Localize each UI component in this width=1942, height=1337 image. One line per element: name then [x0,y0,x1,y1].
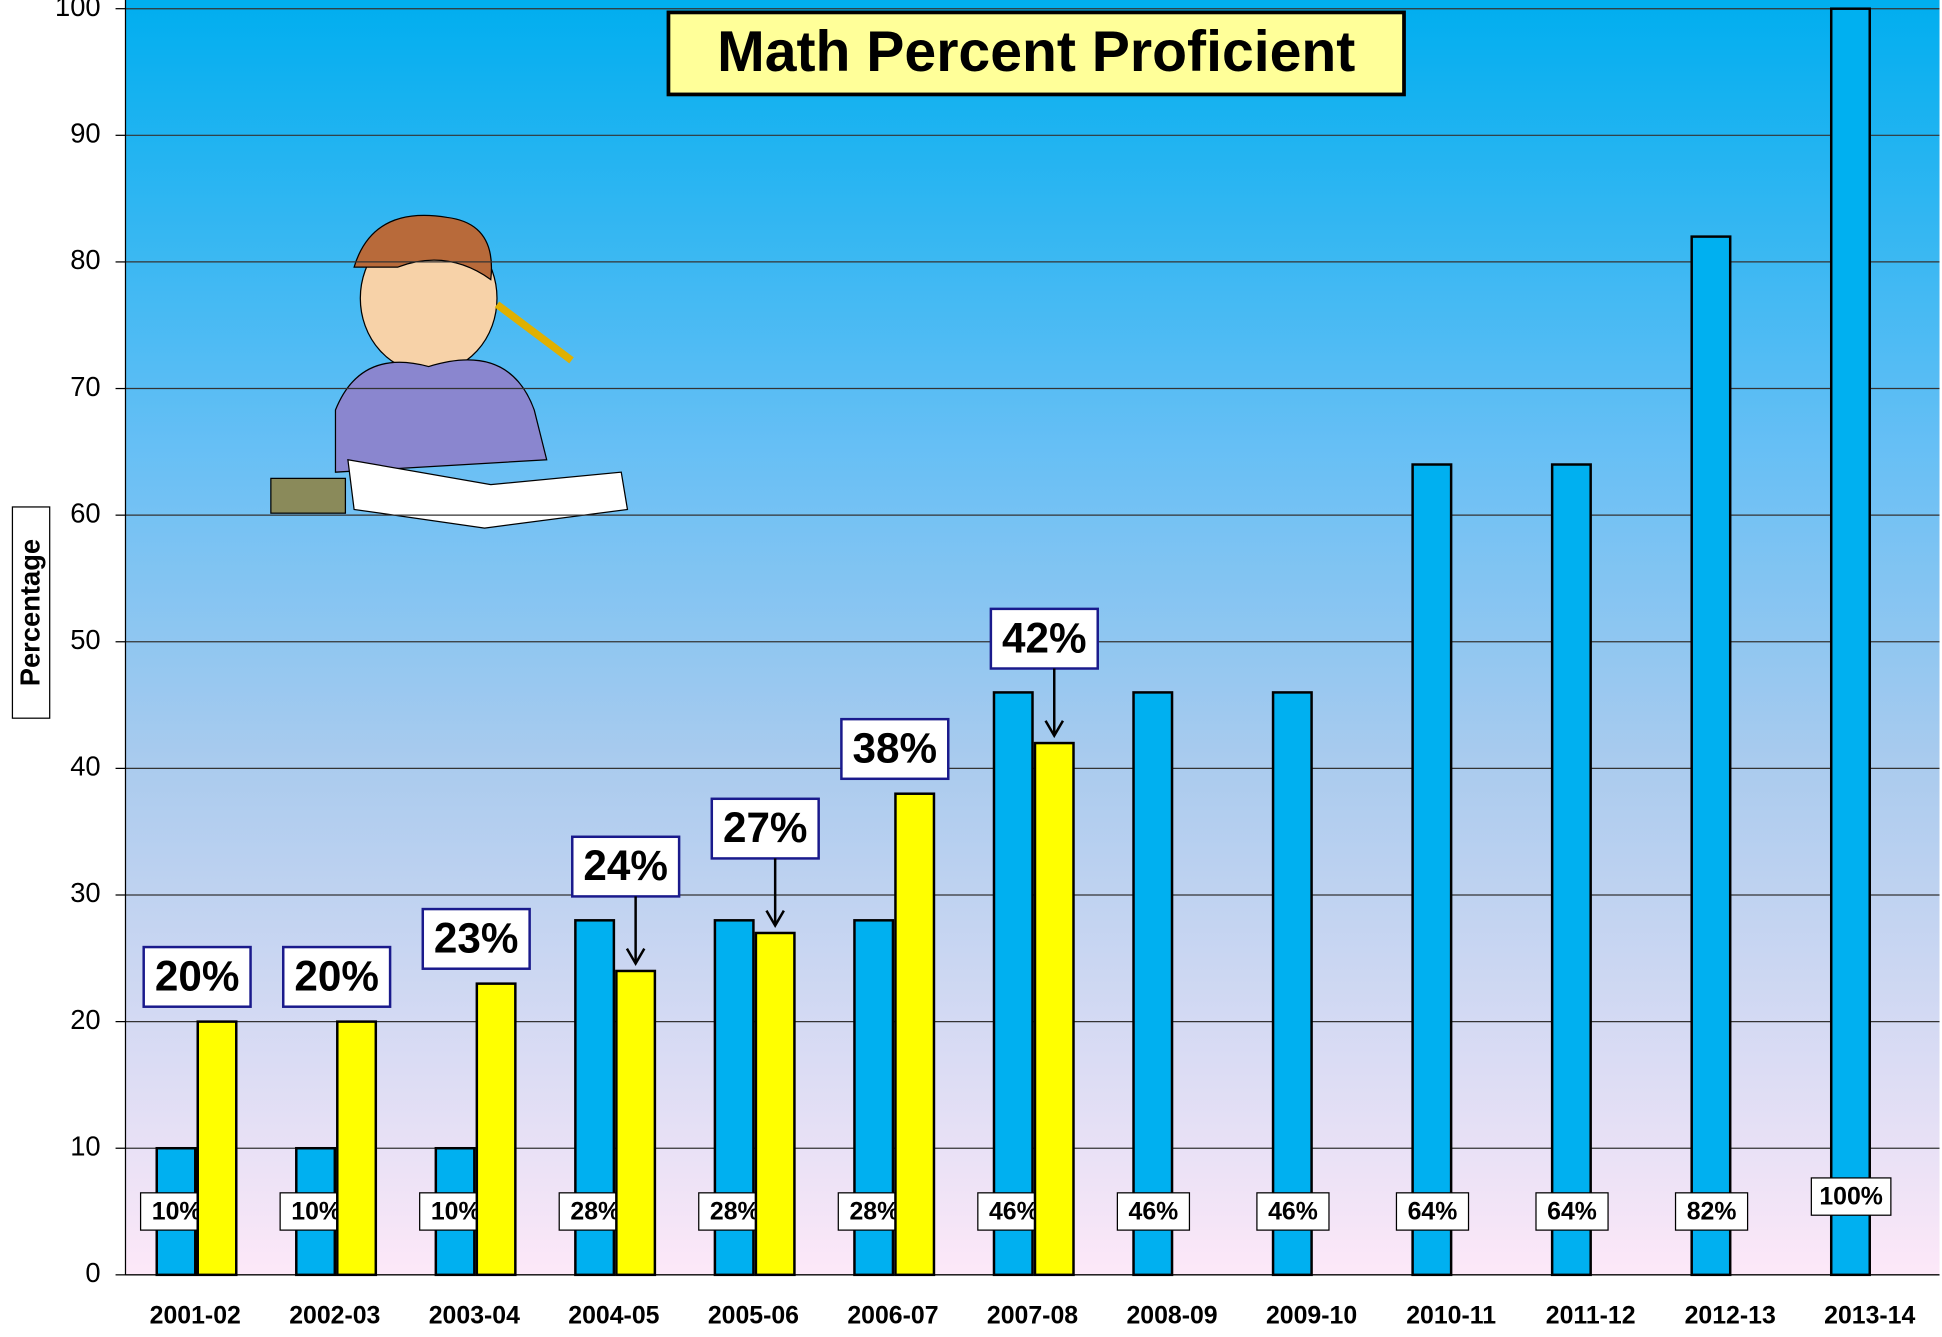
x-tick-label: 2001-02 [150,1303,241,1330]
bar [1411,463,1453,1277]
bar [1829,7,1871,1277]
arrow-head [625,947,646,966]
marks: 10% 20% 10% 20% 10% 23% 28% 24% 28% 27% 28% 38% 46% 4… [139,7,1892,1277]
value-label: 28% [570,1198,620,1225]
value-label: 28% [849,1198,899,1225]
arrow-head [1044,720,1065,739]
y-axis-label: Percentage [15,539,46,686]
value-label-box [840,717,950,781]
value-label: 64% [1408,1198,1458,1225]
bar [336,1020,378,1277]
value-label: 10% [291,1198,341,1225]
value-label-box [1256,1192,1330,1231]
value-label-box [710,797,820,860]
bar [894,792,936,1277]
value-label-box [989,607,1099,670]
value-label: 20% [294,953,379,1000]
y-tick-label: 10 [70,1130,100,1161]
y-tick-label: 20 [70,1004,100,1035]
value-label: 10% [431,1198,481,1225]
x-tick-label: 2013-14 [1824,1303,1915,1330]
value-label: 42% [1002,614,1087,661]
value-label-box [1535,1192,1609,1231]
y-tick-label: 40 [70,751,100,782]
bar [1550,463,1592,1277]
value-label: 46% [1268,1198,1318,1225]
value-label: 82% [1687,1198,1737,1225]
arrow-head [765,909,785,928]
bar [196,1020,238,1277]
bar [615,969,657,1277]
y-tick-label: 30 [70,877,100,908]
value-label-box [142,945,252,1008]
y-label-box [11,506,51,719]
y-tick-label: 0 [85,1257,100,1288]
bar [475,982,517,1277]
value-label: 28% [710,1198,760,1225]
x-tick-label: 2006-07 [847,1303,938,1330]
y-tick-label: 100 [55,0,101,22]
x-tick-label: 2012-13 [1685,1303,1776,1330]
y-tick-label: 70 [70,371,100,402]
x-tick-label: 2007-08 [987,1303,1078,1330]
x-tick-label: 2003-04 [429,1303,520,1330]
value-label-box [1116,1192,1191,1231]
bar [1690,235,1732,1277]
title-box [666,10,1406,97]
y-tick-label: 60 [70,497,100,528]
value-label-box [421,907,531,970]
x-tick-label: 2008-09 [1126,1303,1217,1330]
x-tick-label: 2002-03 [289,1303,380,1330]
x-tick-label: 2004-05 [568,1303,659,1330]
y-tick-label: 80 [70,244,100,275]
x-tick-label: 2011-12 [1546,1303,1636,1330]
value-label-box [1674,1192,1749,1231]
value-label: 20% [155,953,240,1000]
y-tick-label: 90 [70,118,100,149]
value-label: 24% [583,842,668,889]
value-label-box [1810,1177,1892,1216]
value-label-box [571,835,681,898]
value-label: 38% [853,725,938,772]
value-label: 46% [1129,1198,1179,1225]
chart-title: Math Percent Proficient [717,20,1355,84]
value-label: 27% [723,804,808,851]
value-label: 100% [1819,1183,1883,1210]
value-label: 46% [989,1198,1039,1225]
bar [1271,691,1313,1277]
bar [1033,741,1075,1277]
value-label-box [281,945,392,1008]
bar [754,931,796,1277]
bar [1132,691,1174,1277]
value-label: 64% [1547,1198,1597,1225]
x-tick-label: 2009-10 [1266,1303,1357,1330]
value-label: 10% [152,1198,202,1225]
value-label: 23% [434,915,519,962]
x-tick-label: 2010-11 [1406,1303,1496,1330]
value-label-box [1395,1192,1470,1231]
y-tick-label: 50 [70,624,100,655]
x-tick-label: 2005-06 [708,1303,799,1330]
bar [992,691,1034,1277]
